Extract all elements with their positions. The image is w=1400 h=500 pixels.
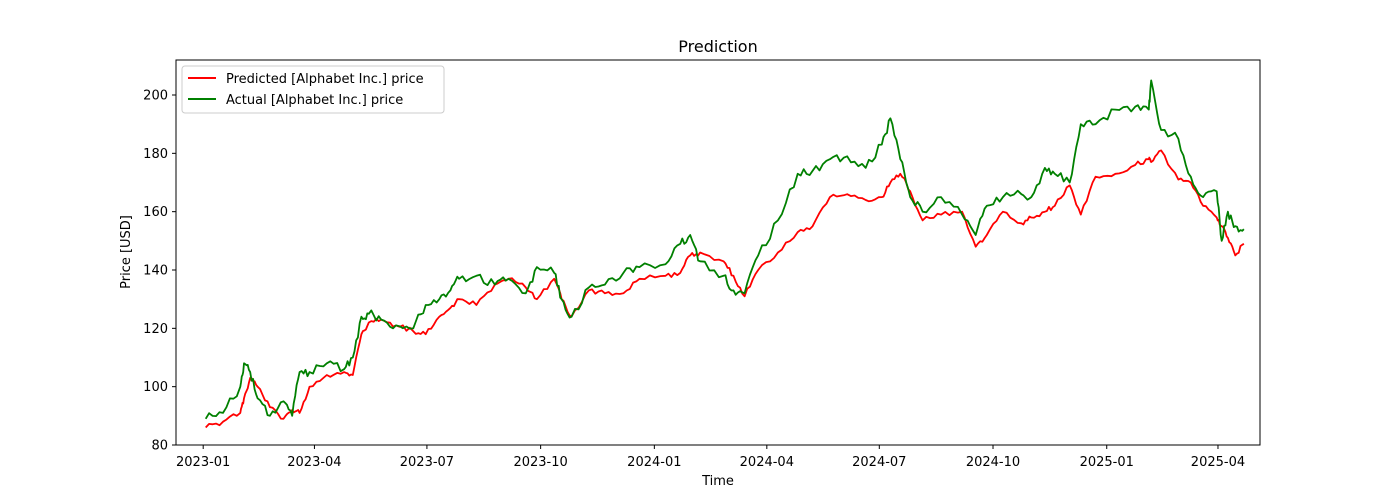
- y-tick-label: 120: [143, 322, 168, 337]
- x-tick-label: 2024-10: [966, 455, 1020, 470]
- legend-label-actual: Actual [Alphabet Inc.] price: [226, 93, 403, 108]
- plot-area: [175, 59, 1261, 446]
- x-tick-label: 2023-01: [176, 455, 230, 470]
- x-tick-label: 2023-04: [287, 455, 341, 470]
- x-axis-label: Time: [701, 474, 734, 489]
- legend-label-predicted: Predicted [Alphabet Inc.] price: [226, 72, 424, 87]
- legend-box: [181, 65, 445, 114]
- series-line-predicted: [205, 149, 1245, 429]
- chart-title: Prediction: [678, 37, 757, 56]
- y-tick-label: 180: [143, 147, 168, 162]
- x-tick-label: 2025-01: [1080, 455, 1134, 470]
- x-tick-label: 2023-07: [400, 455, 454, 470]
- x-tick-label: 2025-04: [1191, 455, 1245, 470]
- x-tick-label: 2024-01: [627, 455, 681, 470]
- plot-frame: [175, 59, 1261, 446]
- legend: Predicted [Alphabet Inc.] price Actual […: [181, 65, 445, 114]
- series-line-actual: [204, 79, 1245, 420]
- x-tick-label: 2023-10: [513, 455, 567, 470]
- y-tick-label: 160: [143, 205, 168, 220]
- x-tick-label: 2024-04: [740, 455, 794, 470]
- y-tick-label: 100: [143, 380, 168, 395]
- y-axis-label: Price [USD]: [119, 215, 134, 289]
- y-tick-label: 140: [143, 264, 168, 279]
- y-axis: 80 100 120 140 160 180 200: [143, 89, 176, 454]
- x-tick-label: 2024-07: [852, 455, 906, 470]
- x-axis: 2023-01 2023-04 2023-07 2023-10 2024-01 2024-…: [176, 445, 1245, 470]
- y-tick-label: 200: [143, 89, 168, 104]
- y-tick-label: 80: [151, 439, 168, 454]
- series-layer: [204, 79, 1245, 429]
